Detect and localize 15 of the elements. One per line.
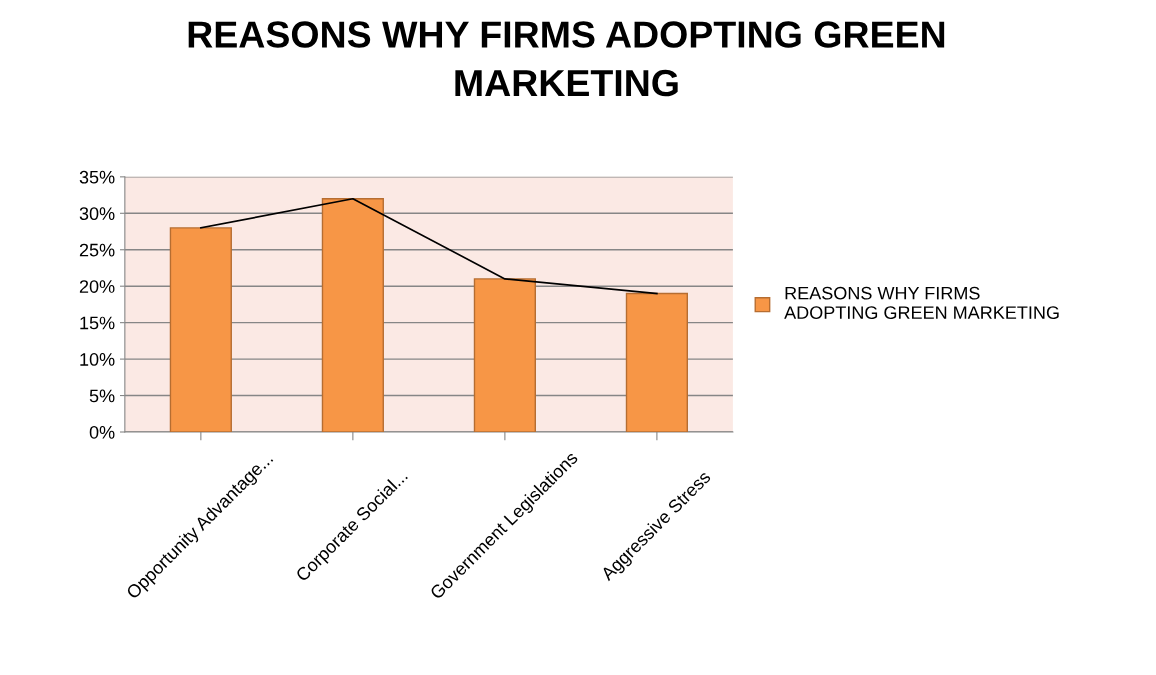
y-tick-label: 15%: [80, 316, 115, 330]
y-tick-label: 30%: [79, 207, 115, 221]
bar: [473, 278, 536, 432]
y-tick-label: 35%: [79, 170, 115, 184]
legend-label: REASONS WHY FIRMS ADOPTING GREEN MARKETING: [784, 286, 1059, 319]
line-series: [200, 197, 658, 295]
y-tick-label: 0%: [89, 425, 115, 439]
bar: [169, 227, 232, 432]
y-tick-label: 5%: [89, 389, 115, 403]
y-tick-label: 20%: [79, 280, 115, 293]
chart-title: REASONS WHY FIRMS ADOPTING GREEN MARKETING: [188, 21, 945, 97]
y-tick-label: 10%: [80, 353, 115, 366]
y-tick-label: 25%: [79, 243, 115, 257]
bar: [321, 198, 384, 432]
bar: [625, 292, 688, 432]
